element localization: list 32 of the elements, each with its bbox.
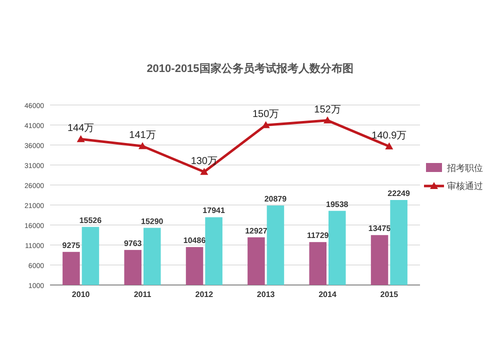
legend-label: 招考职位: [446, 163, 483, 173]
point: [200, 168, 208, 175]
point: [138, 142, 146, 150]
data-label: 152万: [314, 104, 341, 116]
x-tick-label: 2010: [72, 290, 90, 299]
point: [324, 116, 332, 124]
data-label: 20879: [264, 194, 288, 204]
data-label: 13475: [368, 224, 392, 234]
data-label: 15290: [141, 216, 164, 226]
x-tick-label: 2012: [195, 290, 214, 299]
data-label: 140.9万: [372, 130, 407, 142]
data-label: 9763: [124, 238, 142, 248]
data-label: 10486: [183, 236, 206, 246]
data-label: 130万: [190, 156, 218, 167]
data-label: 11729: [306, 231, 330, 240]
x-tick-label: 2013: [256, 290, 276, 299]
data-label: 12927: [245, 226, 268, 236]
data-label: 17941: [202, 206, 226, 216]
legend-label: 审核通过: [447, 181, 483, 191]
point: [385, 142, 394, 150]
point: [76, 135, 85, 142]
x-tick-label: 2014: [318, 290, 337, 299]
data-label: 15526: [79, 216, 102, 225]
data-label: 22249: [388, 189, 410, 198]
data-label: 144万: [67, 123, 94, 134]
data-label: 19538: [326, 200, 349, 209]
data-label: 141万: [129, 130, 156, 142]
chart-title: 2010-2015国家公务员考试报考人数分布图: [146, 62, 354, 75]
x-tick-label: 2011: [134, 290, 152, 299]
data-label: 9275: [62, 240, 81, 250]
data-label: 150万: [252, 109, 280, 120]
x-tick-label: 2015: [380, 290, 399, 299]
